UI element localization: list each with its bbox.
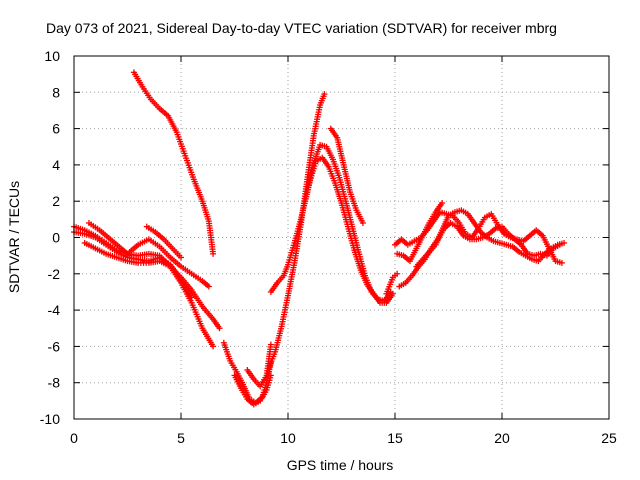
data-point bbox=[188, 294, 195, 301]
x-tick-label: 20 bbox=[494, 430, 510, 446]
series-arc-m bbox=[299, 154, 396, 306]
data-point bbox=[216, 325, 223, 332]
chart-title: Day 073 of 2021, Sidereal Day-to-day VTE… bbox=[46, 20, 557, 36]
series-arc-q bbox=[413, 207, 568, 270]
grid bbox=[74, 56, 609, 419]
y-tick-label: -10 bbox=[40, 411, 60, 427]
x-axis-label: GPS time / hours bbox=[287, 457, 394, 473]
series-arc-s bbox=[383, 270, 401, 297]
y-tick-label: 0 bbox=[52, 230, 60, 246]
y-tick-label: 2 bbox=[52, 193, 60, 209]
data-point bbox=[205, 283, 212, 290]
x-tick-label: 15 bbox=[387, 430, 403, 446]
series-arc-e bbox=[126, 236, 212, 290]
series-arc-o bbox=[392, 209, 565, 266]
y-tick-label: 10 bbox=[44, 48, 60, 64]
y-tick-label: 8 bbox=[52, 84, 60, 100]
series-arc-g bbox=[143, 223, 184, 261]
y-tick-label: -2 bbox=[48, 266, 61, 282]
data-point bbox=[389, 290, 396, 297]
data-point bbox=[558, 259, 565, 266]
x-tick-label: 5 bbox=[177, 430, 185, 446]
data-point bbox=[178, 254, 184, 261]
series-arc-n bbox=[327, 125, 366, 226]
data-point bbox=[394, 270, 401, 277]
series-arc-f bbox=[130, 69, 217, 257]
data-point bbox=[267, 341, 274, 348]
y-axis-label: SDTVAR / TECUs bbox=[6, 181, 22, 293]
x-tick-label: 0 bbox=[70, 430, 78, 446]
series-arc-r bbox=[394, 200, 446, 265]
series-arc-i bbox=[231, 372, 274, 408]
x-tick-label: 25 bbox=[601, 430, 617, 446]
data-point bbox=[439, 200, 446, 207]
y-tick-label: -6 bbox=[48, 338, 61, 354]
series-arc-d bbox=[85, 219, 133, 259]
data-points bbox=[71, 69, 568, 408]
data-point bbox=[210, 250, 217, 257]
data-point bbox=[321, 91, 328, 98]
y-tick-label: 6 bbox=[52, 121, 60, 137]
data-point bbox=[561, 239, 568, 246]
data-point bbox=[210, 343, 217, 350]
series-arc-c bbox=[81, 239, 223, 332]
data-point bbox=[359, 219, 366, 226]
y-tick-label: -4 bbox=[48, 302, 61, 318]
y-tick-label: -8 bbox=[48, 375, 61, 391]
x-tick-label: 10 bbox=[280, 430, 296, 446]
y-tick-label: 4 bbox=[52, 157, 60, 173]
